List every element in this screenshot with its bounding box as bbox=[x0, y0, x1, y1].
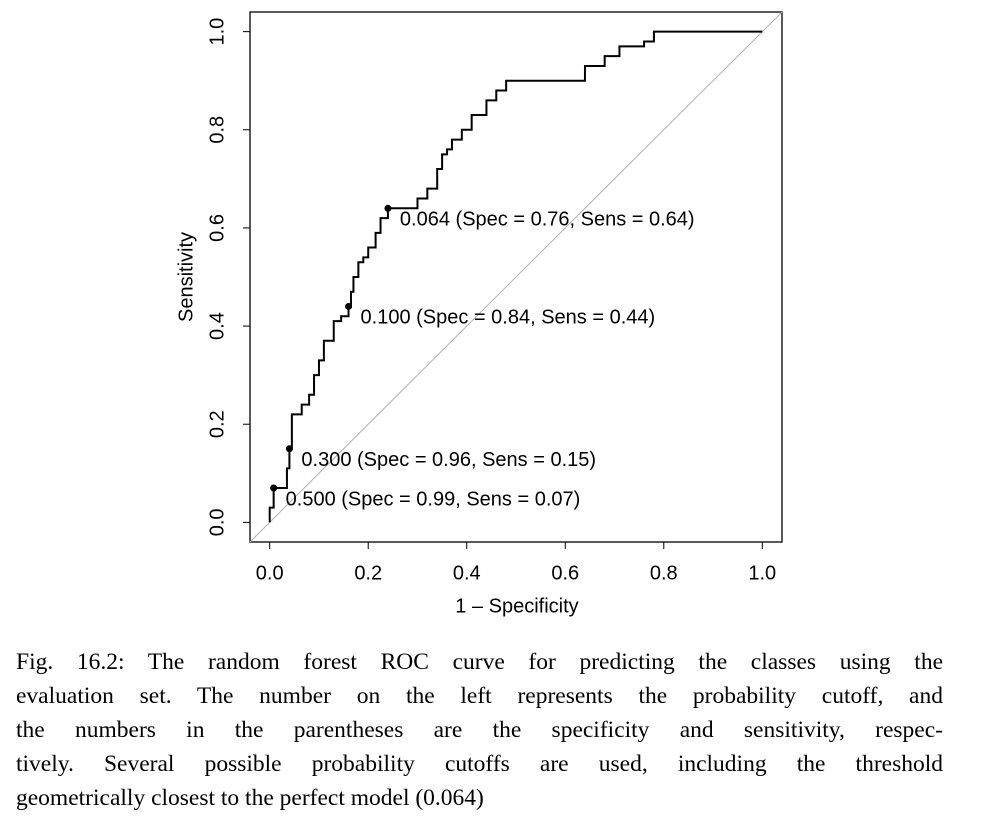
y-tick-label: 0.0 bbox=[206, 508, 228, 536]
y-tick-label: 0.8 bbox=[206, 116, 228, 144]
cutoff-point bbox=[270, 484, 278, 492]
reference-line bbox=[249, 11, 783, 543]
x-tick-label: 0.4 bbox=[453, 562, 481, 584]
cutoff-label: 0.300 (Spec = 0.96, Sens = 0.15) bbox=[301, 449, 596, 471]
x-tick-label: 1.0 bbox=[748, 562, 776, 584]
caption: Fig. 16.2: The random forest ROC curve f… bbox=[16, 645, 943, 815]
y-axis-label: Sensitivity bbox=[175, 232, 197, 322]
y-tick-label: 0.6 bbox=[206, 214, 228, 242]
cutoff-point bbox=[285, 445, 293, 453]
caption-line: the numbers in the parentheses are the s… bbox=[16, 717, 943, 743]
plot-box bbox=[249, 11, 783, 543]
x-tick-label: 0.6 bbox=[551, 562, 579, 584]
x-tick-label: 0.8 bbox=[650, 562, 678, 584]
cutoff-label: 0.100 (Spec = 0.84, Sens = 0.44) bbox=[361, 307, 656, 329]
x-tick-label: 0.0 bbox=[256, 562, 284, 584]
y-tick-label: 1.0 bbox=[206, 18, 228, 46]
caption-line: Fig. 16.2: The random forest ROC curve f… bbox=[16, 649, 943, 675]
x-tick-label: 0.2 bbox=[354, 562, 382, 584]
caption-line: evaluation set. The number on the left r… bbox=[16, 683, 943, 709]
caption-line: geometrically closest to the perfect mod… bbox=[16, 785, 484, 811]
cutoff-point bbox=[384, 204, 392, 212]
roc-curve bbox=[268, 30, 763, 523]
cutoff-label: 0.500 (Spec = 0.99, Sens = 0.07) bbox=[286, 488, 581, 510]
cutoff-label: 0.064 (Spec = 0.76, Sens = 0.64) bbox=[400, 209, 695, 231]
y-tick-label: 0.4 bbox=[206, 312, 228, 340]
cutoff-point bbox=[345, 302, 353, 310]
chart: 1 – Specificity Sensitivity 0.0 0.2 0.4 0.6… bbox=[175, 11, 783, 617]
caption-line: tively. Several possible probability cut… bbox=[16, 751, 943, 777]
y-tick-label: 0.2 bbox=[206, 410, 228, 438]
x-axis-label: 1 – Specificity bbox=[455, 595, 578, 617]
